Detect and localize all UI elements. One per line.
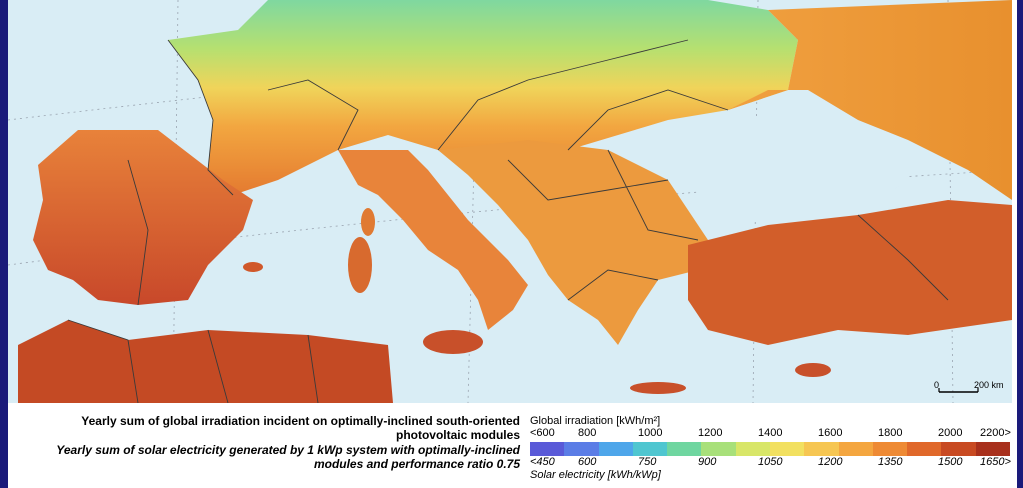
eastern-europe — [728, 0, 1012, 200]
crete — [630, 382, 686, 394]
legend-tick-label: 600 — [578, 456, 597, 468]
legend-tick-label: 1000 — [638, 427, 663, 439]
balearics — [243, 262, 263, 272]
legend-tick-label: <600 — [530, 427, 555, 439]
legend-swatch — [598, 442, 633, 456]
north-africa — [18, 320, 393, 403]
legend-swatch — [564, 442, 599, 456]
legend-tick-label: 1800 — [878, 427, 903, 439]
legend-tick-label: 1350 — [878, 456, 903, 468]
legend-swatch — [941, 442, 976, 456]
legend-tick-label: 900 — [698, 456, 717, 468]
legend-tick-label: 1050 — [758, 456, 783, 468]
legend-swatch — [632, 442, 668, 456]
iberia — [33, 130, 253, 305]
legend-tick-label: 1650> — [980, 456, 1011, 468]
legend-swatch — [907, 442, 942, 456]
legend-swatch — [735, 442, 770, 456]
legend-swatch — [975, 442, 1010, 456]
scale-distance-label: 200 km — [974, 380, 1004, 390]
solar-irradiation-map: 0 200 km — [8, 0, 1012, 403]
legend-tick-label: 800 — [578, 427, 597, 439]
legend-swatch — [530, 442, 565, 456]
legend-title-electricity: Solar electricity [kWh/kWp] — [530, 469, 661, 481]
legend-tick-label: 1400 — [758, 427, 783, 439]
scale-bar: 0 200 km — [934, 380, 1004, 393]
black-sea — [698, 115, 908, 230]
legend-tick-label: 1200 — [698, 427, 723, 439]
legend-tick-label: 1200 — [818, 456, 843, 468]
legend-swatch — [838, 442, 873, 456]
legend-tick-label: <450 — [530, 456, 555, 468]
turkey — [688, 200, 1012, 345]
legend-swatch — [667, 442, 702, 456]
legend-title-irradiation: Global irradiation [kWh/m²] — [530, 415, 661, 427]
legend-tick-label: 1500 — [938, 456, 963, 468]
legend-swatch — [769, 442, 805, 456]
legend-area: Yearly sum of global irradiation inciden… — [0, 405, 1023, 488]
italy — [338, 150, 528, 330]
corsica — [361, 208, 375, 236]
legend-color-bar — [530, 442, 1010, 456]
sardinia — [348, 237, 372, 293]
caption-electricity: Yearly sum of solar electricity generate… — [56, 443, 520, 471]
legend-swatch — [804, 442, 839, 456]
legend-tick-label: 2000 — [938, 427, 963, 439]
cyprus — [795, 363, 831, 377]
legend-swatch — [701, 442, 736, 456]
legend-tick-label: 750 — [638, 456, 657, 468]
caption-irradiation: Yearly sum of global irradiation inciden… — [81, 414, 520, 442]
balkans — [438, 140, 708, 345]
legend-tick-label: 1600 — [818, 427, 843, 439]
country-borders — [67, 39, 949, 403]
central-europe — [168, 0, 798, 195]
legend-swatch — [872, 442, 908, 456]
scale-zero-label: 0 — [934, 380, 939, 390]
sicily — [423, 330, 483, 354]
legend-tick-label: 2200> — [980, 427, 1011, 439]
